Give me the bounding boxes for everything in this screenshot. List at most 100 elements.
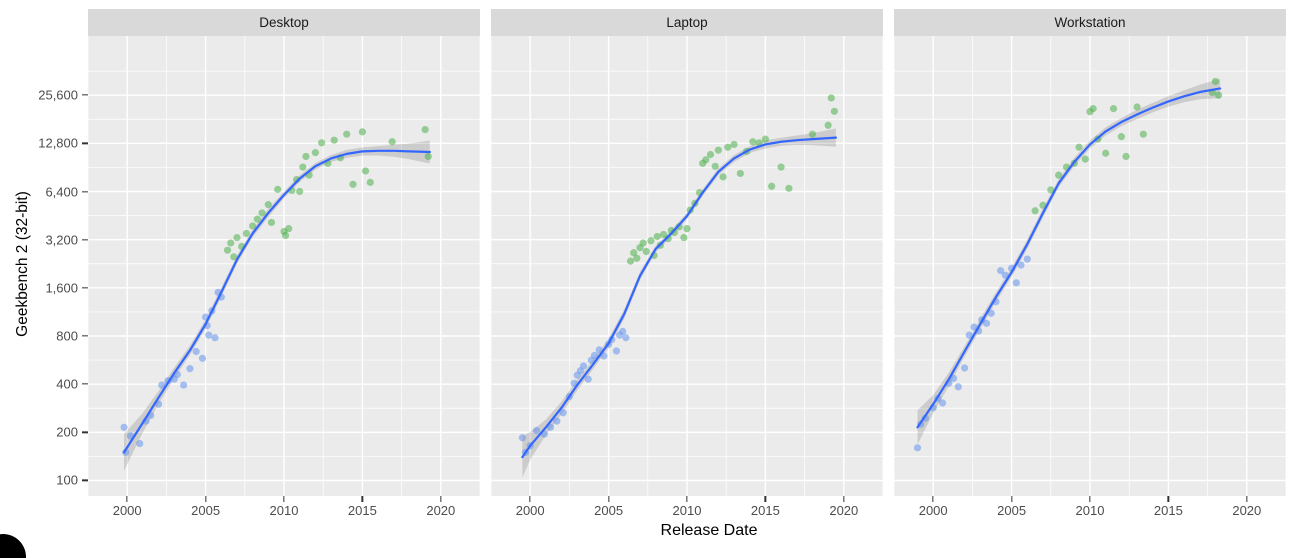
data-point-green-points: [258, 209, 266, 217]
data-point-green-points: [777, 163, 785, 171]
y-tick-label: 12,800: [38, 135, 78, 151]
x-tick-label: 2005: [594, 503, 624, 518]
data-point-blue-points: [553, 417, 561, 425]
data-point-blue-points: [600, 352, 608, 360]
data-point-green-points: [1089, 105, 1097, 113]
data-point-green-points: [683, 225, 691, 233]
data-point-blue-points: [1023, 255, 1031, 263]
data-point-green-points: [639, 239, 647, 247]
y-tick-label: 100: [56, 472, 78, 488]
y-tick-label: 400: [56, 376, 78, 392]
facet-title-laptop: Laptop: [666, 15, 708, 30]
x-tick-mark: [126, 496, 128, 502]
data-point-green-points: [421, 126, 429, 134]
x-tick-mark: [686, 496, 688, 502]
data-point-green-points: [1139, 130, 1147, 138]
data-point-blue-points: [136, 440, 144, 448]
data-point-blue-points: [205, 331, 213, 339]
data-point-green-points: [223, 246, 232, 254]
data-point-green-points: [302, 152, 310, 161]
data-point-green-points: [230, 253, 238, 261]
data-point-green-points: [264, 201, 272, 209]
facet-strip-desktop: Desktop: [88, 9, 480, 36]
data-point-blue-points: [595, 346, 603, 354]
x-tick-mark: [1246, 496, 1248, 502]
data-point-blue-points: [518, 434, 526, 442]
data-point-green-points: [1211, 77, 1220, 86]
x-tick-label: 2000: [515, 503, 545, 518]
data-point-green-points: [706, 150, 715, 159]
smooth-line: [122, 149, 431, 454]
facet-panel-laptop: Laptop 2000 2005 2010 2015 2020: [491, 9, 883, 520]
data-point-green-points: [1075, 143, 1083, 151]
data-point-green-points: [366, 178, 374, 186]
x-tick-mark: [932, 496, 934, 502]
data-point-blue-points: [186, 365, 194, 373]
data-point-blue-points: [180, 381, 188, 389]
data-point-green-points: [358, 128, 366, 136]
x-tick-mark: [1167, 496, 1170, 502]
data-point-green-points: [1047, 186, 1055, 194]
x-tick-label: 2005: [191, 503, 221, 518]
y-tick-mark: [82, 94, 88, 96]
data-point-green-points: [680, 233, 688, 242]
smooth-line: [521, 136, 838, 459]
data-point-green-points: [1039, 201, 1047, 209]
data-point-blue-points: [1017, 261, 1025, 269]
x-tick-mark: [204, 496, 207, 502]
data-point-green-points: [388, 138, 396, 146]
data-point-green-points: [653, 232, 661, 241]
x-tick-label: 2005: [997, 503, 1027, 518]
x-axis-title: Release Date: [660, 522, 758, 539]
y-tick-mark: [82, 383, 88, 385]
y-tick-mark: [82, 287, 88, 289]
data-point-green-points: [253, 215, 261, 223]
data-point-green-points: [633, 254, 641, 262]
data-point-green-points: [242, 229, 250, 238]
x-tick-label: 2000: [112, 503, 142, 518]
y-tick-mark: [82, 479, 88, 482]
data-point-green-points: [424, 152, 432, 161]
data-point-green-points: [1109, 105, 1118, 113]
data-point-blue-points: [192, 347, 200, 356]
data-point-blue-points: [590, 351, 599, 360]
x-axis-desktop: 2000 2005 2010 2015 2020: [88, 496, 480, 520]
y-tick-label: 3,200: [45, 232, 78, 248]
x-tick-mark: [440, 496, 442, 502]
smooth-line: [916, 87, 1222, 429]
data-point-green-points: [299, 163, 307, 171]
facet-panels: Desktop 2000 2005 2010 2015 2020 Laptop 2000…: [88, 9, 1286, 520]
data-point-green-points: [768, 182, 776, 190]
data-point-green-points: [361, 167, 370, 175]
chart-grid: 100 200 400 800 1,600 3,200 6,400 12,800 25,600 …: [22, 9, 1286, 520]
x-tick-mark: [843, 496, 845, 502]
data-point-blue-points: [1001, 271, 1009, 279]
confidence-band: [124, 140, 430, 471]
y-tick-label: 200: [56, 424, 78, 440]
data-point-green-points: [1214, 91, 1223, 99]
x-tick-label: 2010: [269, 503, 299, 518]
x-tick-mark: [1089, 496, 1091, 502]
x-tick-mark: [1010, 496, 1013, 502]
data-point-green-points: [730, 140, 738, 149]
x-tick-label: 2020: [829, 503, 859, 518]
y-tick-mark: [82, 142, 88, 144]
x-tick-label: 2000: [918, 503, 948, 518]
data-point-blue-points: [949, 374, 958, 382]
data-point-green-points: [630, 249, 638, 257]
data-point-blue-points: [120, 423, 128, 431]
plot-area-desktop: [88, 36, 480, 496]
plot-area-workstation: [894, 36, 1286, 496]
data-point-green-points: [714, 146, 722, 154]
data-point-green-points: [318, 139, 326, 147]
data-point-blue-points: [960, 364, 969, 372]
x-tick-label: 2015: [750, 503, 780, 518]
facet-title-workstation: Workstation: [1054, 15, 1126, 30]
data-point-green-points: [702, 156, 710, 164]
data-point-green-points: [785, 184, 793, 192]
data-point-green-points: [1102, 149, 1110, 157]
x-tick-label: 2010: [672, 503, 702, 518]
data-point-blue-points: [122, 448, 130, 456]
x-tick-mark: [529, 496, 531, 502]
data-point-blue-points: [997, 267, 1005, 275]
